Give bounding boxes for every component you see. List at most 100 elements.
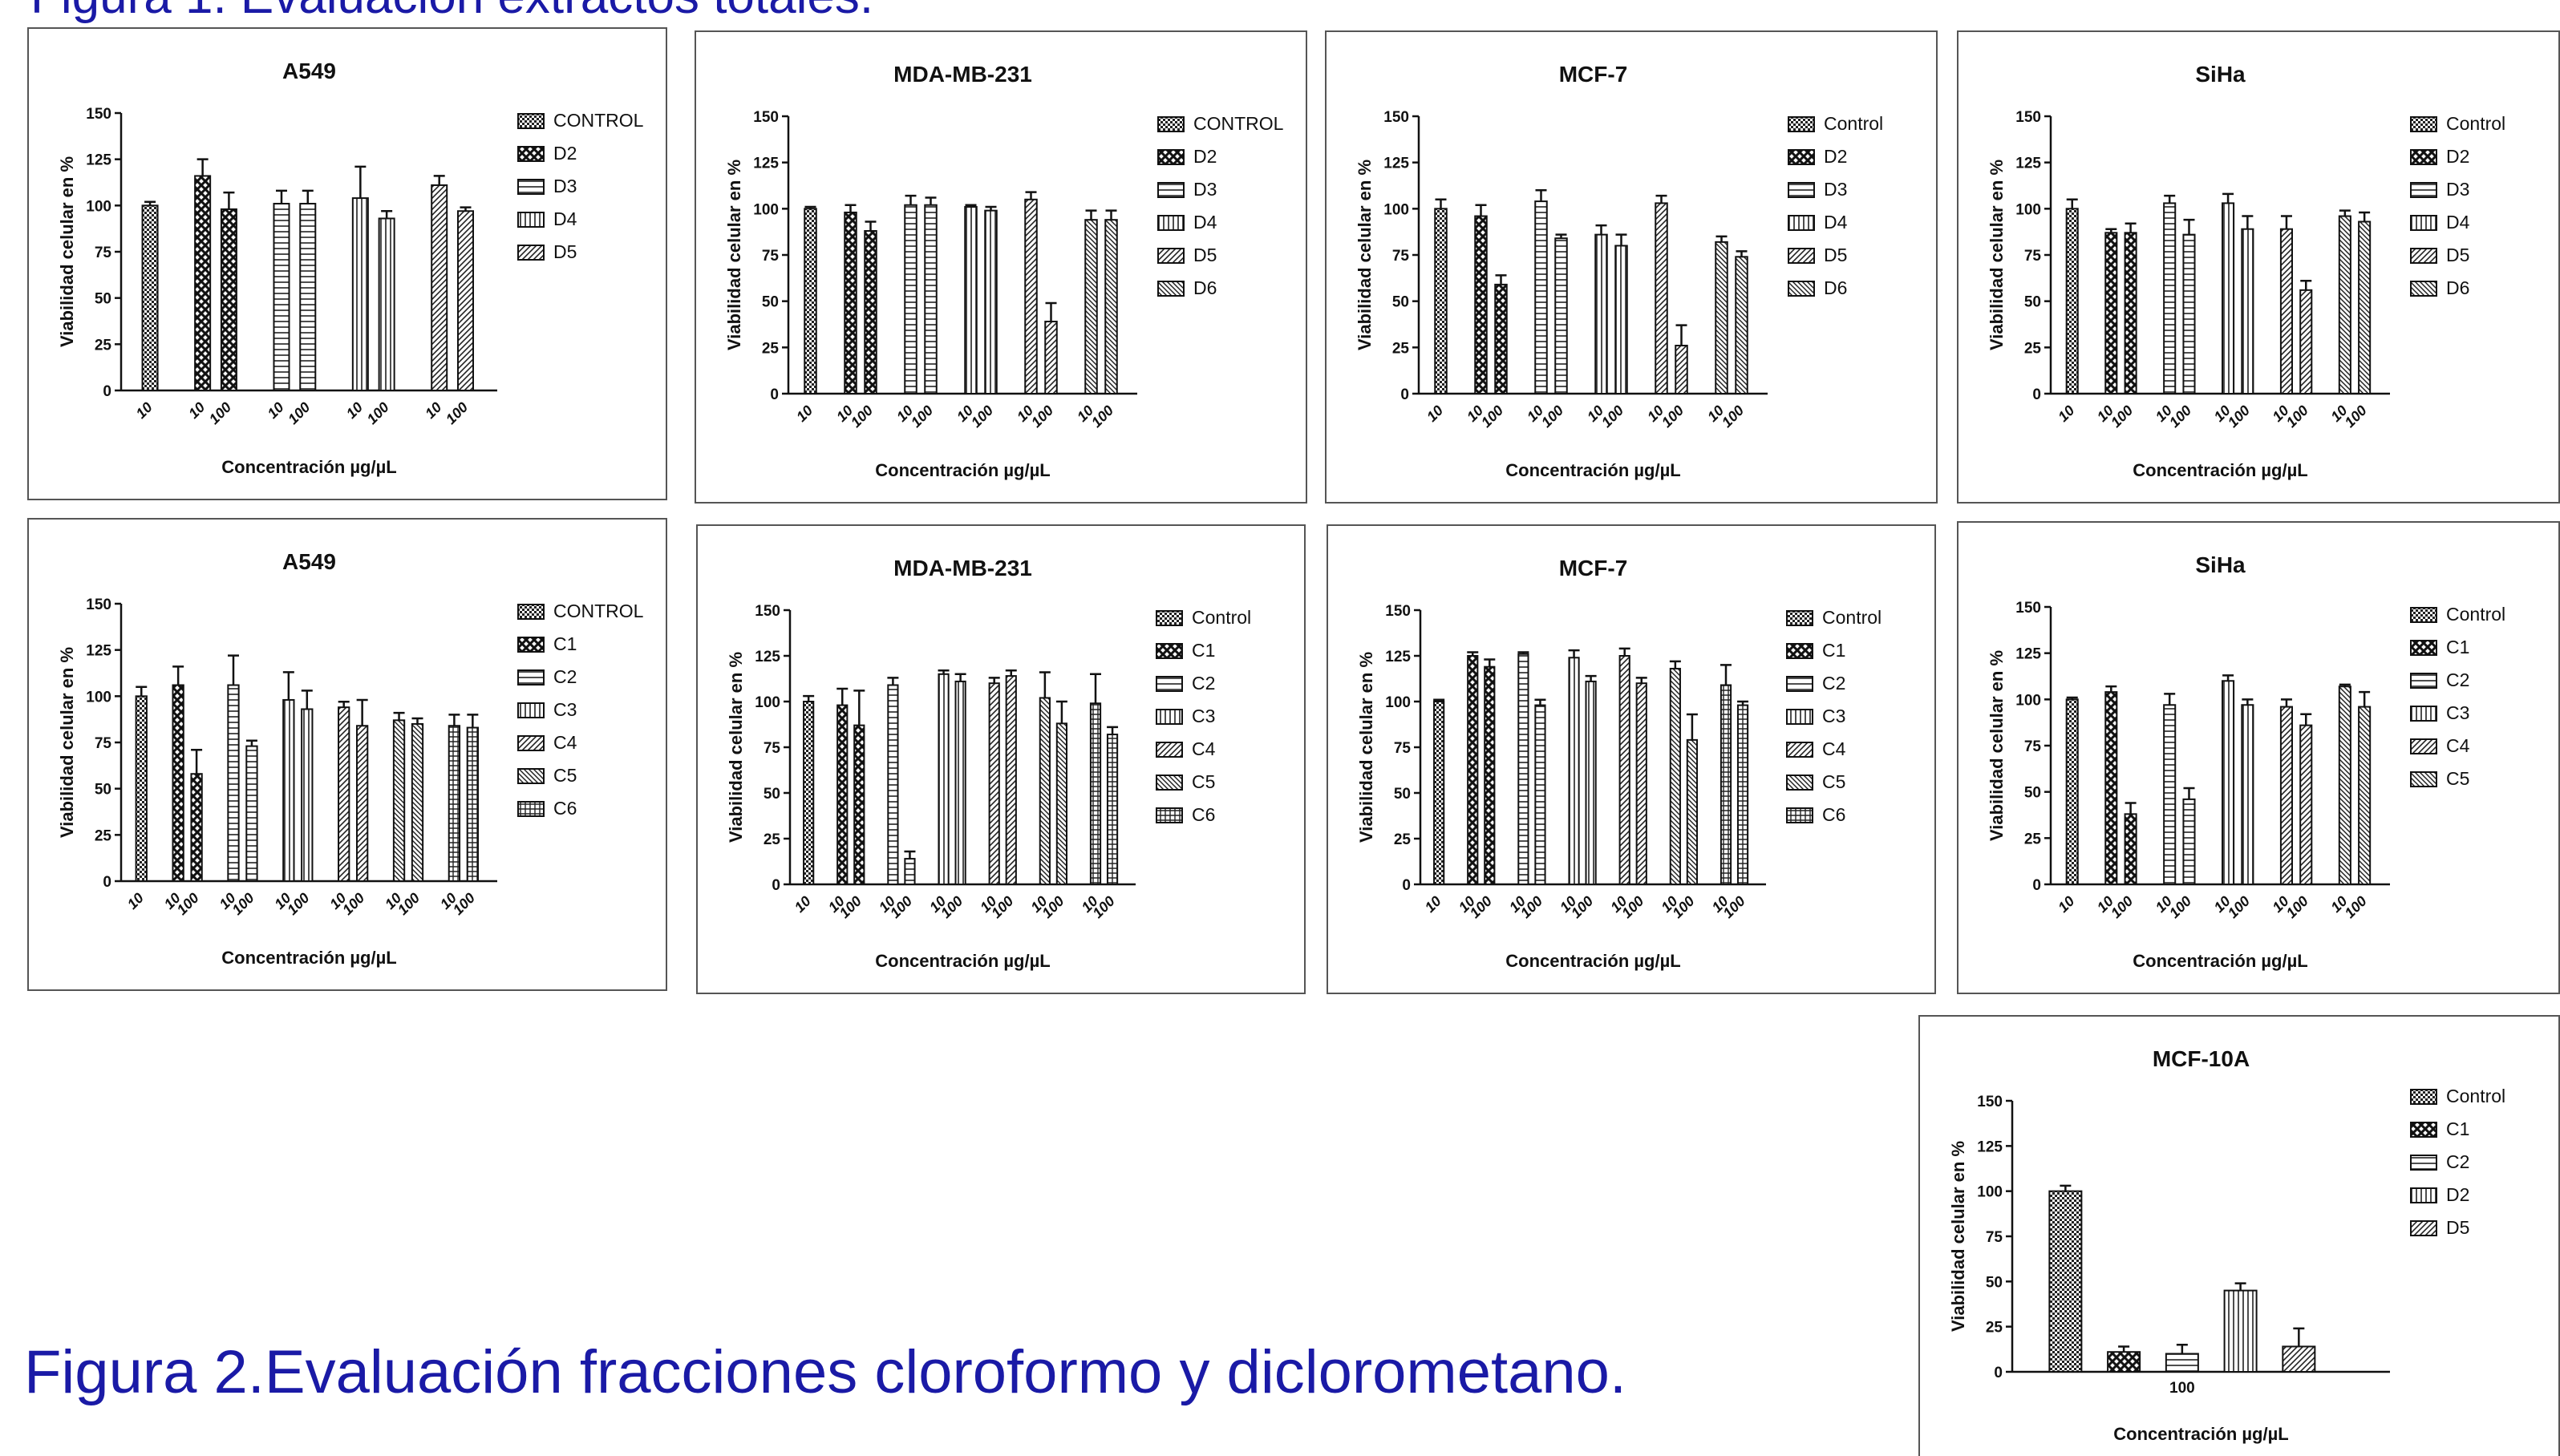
legend-label: Control <box>1822 607 1882 628</box>
bar <box>1675 345 1688 395</box>
error-bar <box>1635 677 1647 684</box>
x-tick-label: 100 <box>284 890 312 918</box>
bar <box>2241 704 2254 885</box>
error-bar <box>2183 787 2195 799</box>
legend-label: Control <box>1824 113 1883 134</box>
error-bar <box>381 210 393 219</box>
x-axis-label: Concentración µg/µL <box>875 460 1050 480</box>
x-axis-label: Concentración µg/µL <box>1505 951 1680 971</box>
error-bar <box>2300 713 2312 726</box>
legend-swatch <box>1157 281 1185 297</box>
legend-swatch <box>517 212 545 228</box>
y-tick-label: 150 <box>753 109 779 126</box>
bar <box>301 708 314 882</box>
x-tick-label: 10 <box>185 399 208 422</box>
error-bar <box>2234 1282 2246 1291</box>
legend-label: D5 <box>2446 1217 2469 1238</box>
bar <box>299 203 317 391</box>
error-bar <box>1675 324 1687 346</box>
legend-label: D4 <box>2446 212 2470 233</box>
bar <box>2222 202 2235 394</box>
legend-label: C6 <box>553 798 577 819</box>
bar <box>1084 219 1098 394</box>
bar <box>2048 1190 2083 1373</box>
bar <box>227 684 240 882</box>
x-tick-label: 100 <box>2342 402 2370 431</box>
x-tick-label: 100 <box>395 890 423 918</box>
legend-label: D2 <box>2446 146 2469 167</box>
error-bar <box>954 673 966 681</box>
bar <box>1039 697 1051 885</box>
legend-label: Control <box>2446 604 2505 625</box>
error-bar <box>1475 204 1487 216</box>
x-axis-label: Concentración µg/µL <box>221 457 396 477</box>
error-bar <box>2176 1343 2188 1354</box>
error-bar <box>2280 215 2292 229</box>
error-bar <box>2359 211 2371 222</box>
y-tick-label: 75 <box>95 735 112 752</box>
x-tick-label: 100 <box>2283 402 2311 431</box>
legend-label: D5 <box>1824 245 1847 265</box>
error-bar <box>2164 194 2176 204</box>
legend-label: C4 <box>1822 738 1846 759</box>
legend-label: C3 <box>1192 706 1215 726</box>
y-tick-label: 125 <box>2015 646 2041 663</box>
x-tick-label: 100 <box>2108 402 2136 431</box>
legend-swatch <box>517 245 545 261</box>
y-tick-label: 25 <box>95 827 112 844</box>
legend-swatch <box>517 768 545 784</box>
legend-label: D6 <box>1193 277 1217 298</box>
chart-title: A549 <box>282 59 336 83</box>
error-bar <box>136 686 148 697</box>
y-tick-label: 25 <box>95 337 112 354</box>
legend-swatch <box>517 604 545 620</box>
x-tick-label: 10 <box>1424 402 1446 425</box>
legend-swatch <box>2410 1089 2437 1105</box>
error-bar <box>1435 198 1447 209</box>
legend-swatch <box>517 669 545 686</box>
error-bar <box>2164 693 2176 706</box>
x-tick-label: 100 <box>206 399 234 427</box>
bar <box>938 673 950 886</box>
legend-swatch <box>517 735 545 751</box>
legend-label: D4 <box>1193 212 1217 233</box>
chart-svg: MDA-MB-231 0 25 50 75 100 125 150 Viabilidad cel… <box>726 556 1251 971</box>
error-bar <box>1618 647 1630 656</box>
error-bar <box>2222 674 2234 681</box>
legend-label: C1 <box>553 633 577 654</box>
x-tick-label: 10 <box>792 893 814 916</box>
bar <box>1618 655 1630 885</box>
chart-svg: MDA-MB-231 0 25 50 75 100 125 150 Viabilidad cel… <box>724 62 1284 480</box>
error-bar <box>1085 209 1097 220</box>
x-tick-label: 100 <box>174 890 202 918</box>
chart-panel-mda-fractions: MDA-MB-231 0 25 50 75 100 125 150 Viabilidad cel… <box>696 524 1306 994</box>
bar <box>1433 701 1445 885</box>
bar <box>1055 722 1068 885</box>
chart-title: MCF-10A <box>2153 1046 2250 1071</box>
bar <box>864 230 877 394</box>
y-tick-label: 0 <box>103 383 111 400</box>
y-tick-label: 75 <box>1986 1229 2003 1246</box>
legend-label: D2 <box>1824 146 1847 167</box>
y-tick-label: 25 <box>1392 340 1410 357</box>
chart-svg: A549 0 25 50 75 100 125 150 Viabilidad celular e… <box>57 59 644 477</box>
bar <box>1655 202 1668 394</box>
bar <box>448 725 461 882</box>
legend-label: Control <box>1192 607 1251 628</box>
legend-swatch <box>517 801 545 817</box>
error-bar <box>191 748 203 775</box>
y-tick-label: 50 <box>1394 786 1411 803</box>
bar <box>2065 208 2079 394</box>
chart-title: SiHa <box>2195 552 2246 577</box>
y-tick-label: 50 <box>1986 1274 2003 1291</box>
y-tick-label: 0 <box>772 877 780 894</box>
error-bar <box>393 711 405 721</box>
legend-label: C4 <box>2446 735 2470 756</box>
legend-label: C3 <box>553 699 577 720</box>
x-tick-label: 10 <box>343 399 366 422</box>
chart-title: MDA-MB-231 <box>893 556 1032 580</box>
error-bar <box>2300 280 2312 290</box>
chart-svg: SiHa 0 25 50 75 100 125 150 Viabilidad celular e… <box>1987 552 2505 971</box>
error-bar <box>1736 250 1748 257</box>
error-bar <box>1025 191 1037 200</box>
